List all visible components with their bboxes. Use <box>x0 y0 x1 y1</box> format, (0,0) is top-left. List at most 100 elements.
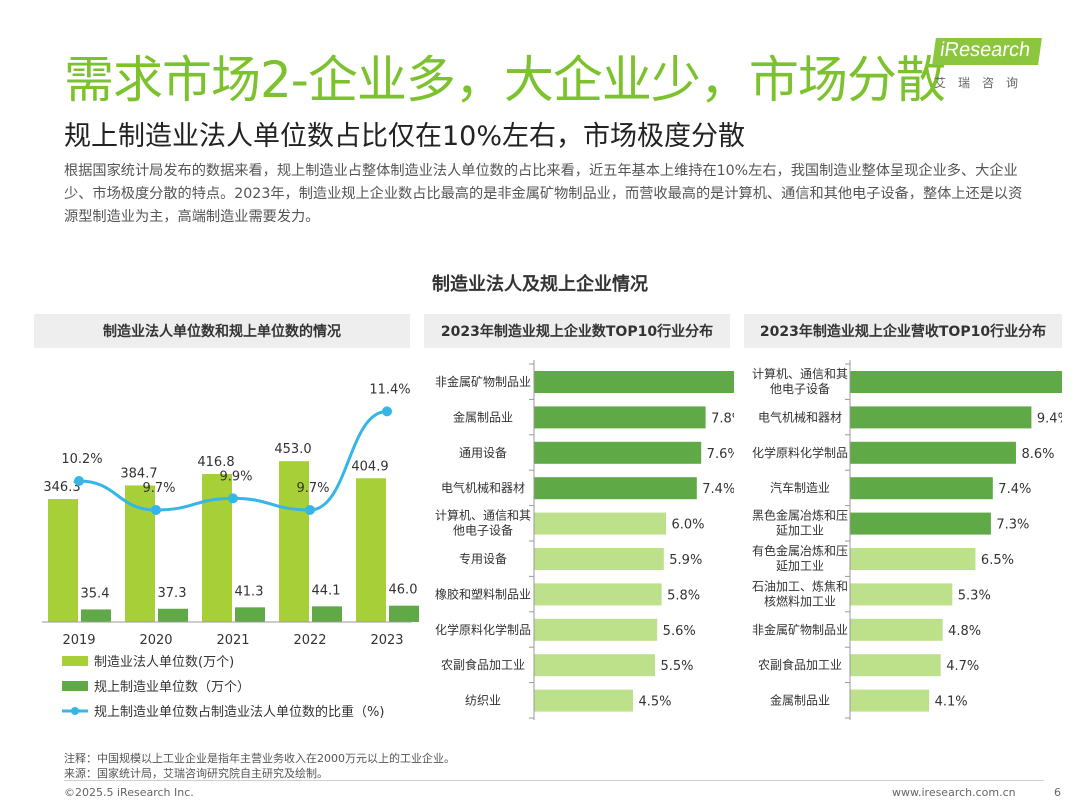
bar-row <box>534 371 734 393</box>
iresearch-logo: iResearch 艾瑞咨询 <box>932 36 1054 98</box>
label-corporate-units: 384.7 <box>120 466 157 481</box>
bar-row <box>534 654 655 677</box>
bar-row <box>534 618 658 641</box>
source-text: 来源：国家统计局，艾瑞咨询研究院自主研究及绘制。 <box>64 767 328 780</box>
bar-row <box>534 548 664 570</box>
bar-row <box>534 583 662 606</box>
category-label: 专用设备 <box>459 551 507 566</box>
label-corporate-units: 404.9 <box>351 459 388 474</box>
bar-value-label: 7.6% <box>707 447 734 462</box>
ratio-point <box>151 505 161 515</box>
bar-row <box>534 477 697 500</box>
label-corporate-units: 346.3 <box>43 480 80 495</box>
description-paragraph: 根据国家统计局发布的数据来看，规上制造业占整体制造业法人单位数的占比来看，近五年… <box>64 163 1023 225</box>
category-label: 金属制品业 <box>770 693 830 708</box>
bar-above-scale-units <box>235 607 265 622</box>
bar-row <box>850 371 1062 393</box>
bar-corporate-units <box>202 474 232 622</box>
category-label: 黑色金属冶炼和压 <box>752 508 848 523</box>
page-title: 需求市场2-企业多，大企业少，市场分散 <box>64 51 946 109</box>
bar-row <box>850 512 991 535</box>
ratio-point <box>228 493 238 504</box>
bar-value-label: 5.5% <box>660 659 693 674</box>
ratio-point <box>382 406 392 417</box>
bar-row <box>850 689 930 712</box>
legend-swatch-above-scale <box>62 681 88 691</box>
legend-ratio: 规上制造业单位数占制造业法人单位数的比重（%) <box>94 704 384 720</box>
x-tick-label: 2021 <box>216 633 249 648</box>
units-combo-chart: 346.3 35.4 2019 384.7 37.3 2020 416.8 41.3 2021 4… <box>42 382 419 720</box>
bar-value-label: 7.3% <box>996 518 1029 533</box>
footer-copyright: ©2025.5 iResearch Inc. <box>64 786 194 799</box>
bar-row <box>850 548 976 570</box>
x-tick-label: 2022 <box>293 633 326 648</box>
bar-row <box>850 583 953 606</box>
ratio-label: 9.7% <box>296 481 329 496</box>
bar-corporate-units <box>279 461 309 622</box>
bar-row <box>850 654 941 677</box>
category-label: 他电子设备 <box>770 382 830 396</box>
page-subtitle: 规上制造业法人单位数占比仅在10%左右，市场极度分散 <box>64 121 746 152</box>
footer-website: www.iresearch.com.cn <box>892 786 1016 799</box>
category-label: 农副食品加工业 <box>441 657 525 672</box>
top10-count-chart: 10.7%非金属矿物制品业7.8%金属制品业7.6%通用设备7.4%电气机械和器… <box>435 360 734 720</box>
bar-row <box>534 512 666 535</box>
bar-row <box>850 406 1032 429</box>
bar-row <box>534 406 706 429</box>
bar-value-label: 4.5% <box>638 695 671 710</box>
label-above-scale-units: 37.3 <box>158 586 187 601</box>
bar-above-scale-units <box>81 609 111 622</box>
label-above-scale-units: 46.0 <box>389 583 418 598</box>
category-label: 计算机、通信和其 <box>752 366 848 381</box>
bar-above-scale-units <box>312 606 342 622</box>
note-text: 注释：中国规模以上工业企业是指年主营业务收入在2000万元以上的工业企业。 <box>64 752 455 765</box>
ratio-label: 9.9% <box>219 469 252 484</box>
bar-row <box>850 477 993 500</box>
bar-corporate-units <box>356 478 386 622</box>
category-label: 纺织业 <box>465 694 501 708</box>
bar-row <box>534 441 702 464</box>
bar-value-label: 5.8% <box>667 588 700 603</box>
bar-value-label: 4.7% <box>946 659 979 674</box>
bar-value-label: 8.6% <box>1021 447 1054 462</box>
x-tick-label: 2019 <box>62 633 95 648</box>
bar-row <box>534 689 633 712</box>
category-label: 他电子设备 <box>453 524 513 538</box>
bar-value-label: 4.8% <box>948 624 981 639</box>
bar-value-label: 7.8% <box>711 411 734 426</box>
bar-value-label: 9.4% <box>1037 411 1062 426</box>
category-label: 化学原料化学制品 <box>752 445 848 460</box>
ratio-label: 11.4% <box>369 382 410 397</box>
label-above-scale-units: 35.4 <box>81 586 110 601</box>
label-corporate-units: 416.8 <box>197 455 234 470</box>
category-label: 通用设备 <box>459 446 507 460</box>
panel-title-units: 制造业法人单位数和规上单位数的情况 <box>34 314 410 348</box>
panel-title-top10-revenue: 2023年制造业规上企业营收TOP10行业分布 <box>744 314 1062 348</box>
panel-title-top10-count: 2023年制造业规上企业数TOP10行业分布 <box>424 314 730 348</box>
legend-corporate: 制造业法人单位数(万个) <box>94 655 234 670</box>
category-label: 有色金属冶炼和压 <box>752 543 848 558</box>
bar-value-label: 5.6% <box>663 624 696 639</box>
bar-above-scale-units <box>158 608 188 622</box>
category-label: 非金属矿物制品业 <box>752 622 848 637</box>
legend-point-ratio <box>71 707 79 715</box>
bar-corporate-units <box>48 499 78 622</box>
bar-row <box>850 441 1016 464</box>
category-label: 化学原料化学制品 <box>435 622 531 637</box>
category-label: 电气机械和器材 <box>441 480 525 495</box>
category-label: 金属制品业 <box>453 409 513 424</box>
bar-value-label: 7.4% <box>998 482 1031 497</box>
footer-divider <box>64 780 1044 781</box>
bar-value-label: 6.5% <box>981 553 1014 568</box>
category-label: 汽车制造业 <box>770 480 830 495</box>
ratio-line <box>78 409 388 512</box>
category-label: 石油加工、炼焦和 <box>752 578 848 593</box>
bar-value-label: 5.9% <box>669 553 702 568</box>
bar-value-label: 4.1% <box>935 695 968 710</box>
category-label: 延加工业 <box>776 524 824 538</box>
x-tick-label: 2023 <box>370 633 403 648</box>
top10-revenue-chart: 13.0%计算机、通信和其他电子设备9.4%电气机械和器材8.6%化学原料化学制… <box>752 360 1062 720</box>
category-label: 非金属矿物制品业 <box>435 374 531 389</box>
category-label: 橡胶和塑料制品业 <box>435 586 531 601</box>
logo-brand: iResearch <box>932 38 1042 65</box>
